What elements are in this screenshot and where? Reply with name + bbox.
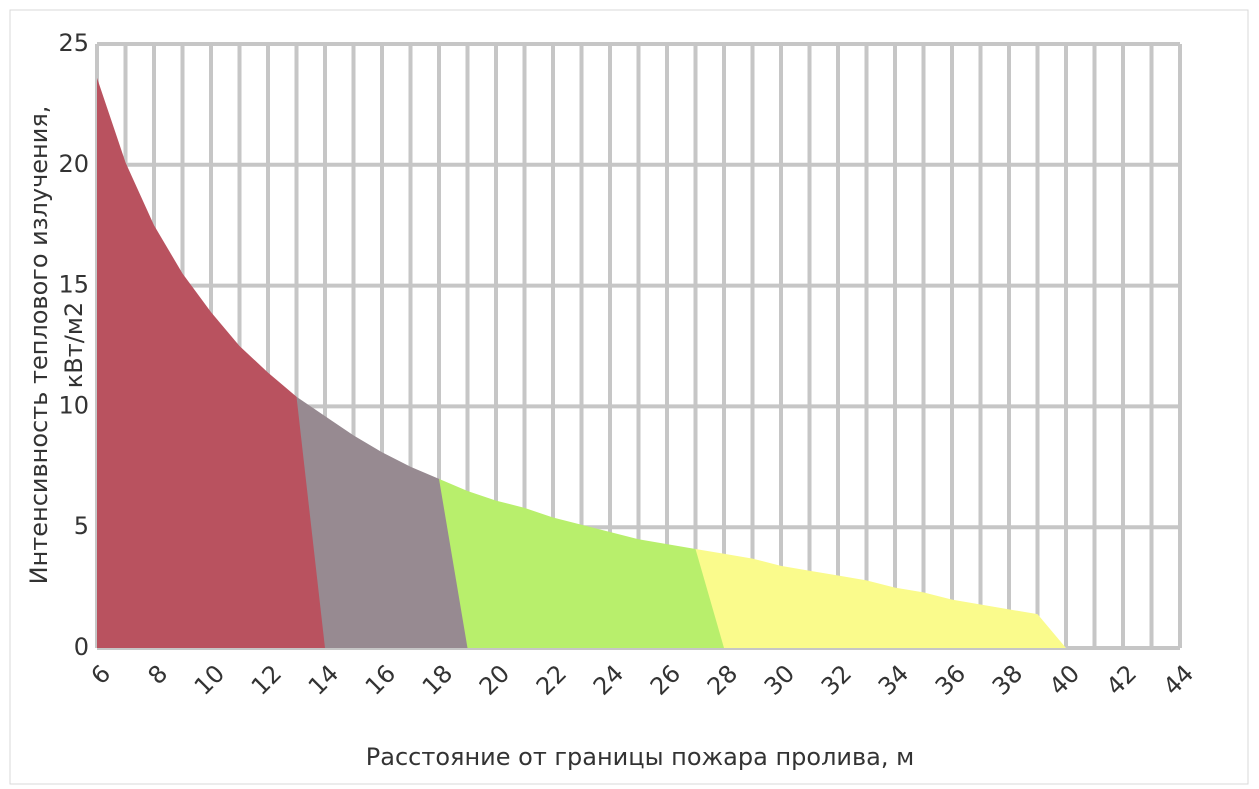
y-tick-label: 0	[74, 633, 89, 661]
y-tick-label: 20	[58, 150, 89, 178]
area	[97, 77, 325, 649]
area	[439, 478, 724, 648]
area	[695, 548, 1066, 648]
y-tick-label: 10	[58, 391, 89, 419]
y-axis-title: кВт/м2	[60, 302, 88, 388]
x-axis-title: Расстояние от границы пожара пролива, м	[366, 743, 914, 771]
y-tick-label: 5	[74, 512, 89, 540]
y-tick-label: 25	[58, 29, 89, 57]
y-tick-label: 15	[58, 271, 89, 299]
y-axis-title: Интенсивность теплового излучения,	[25, 106, 53, 585]
area	[296, 396, 468, 648]
areas	[97, 77, 1066, 649]
